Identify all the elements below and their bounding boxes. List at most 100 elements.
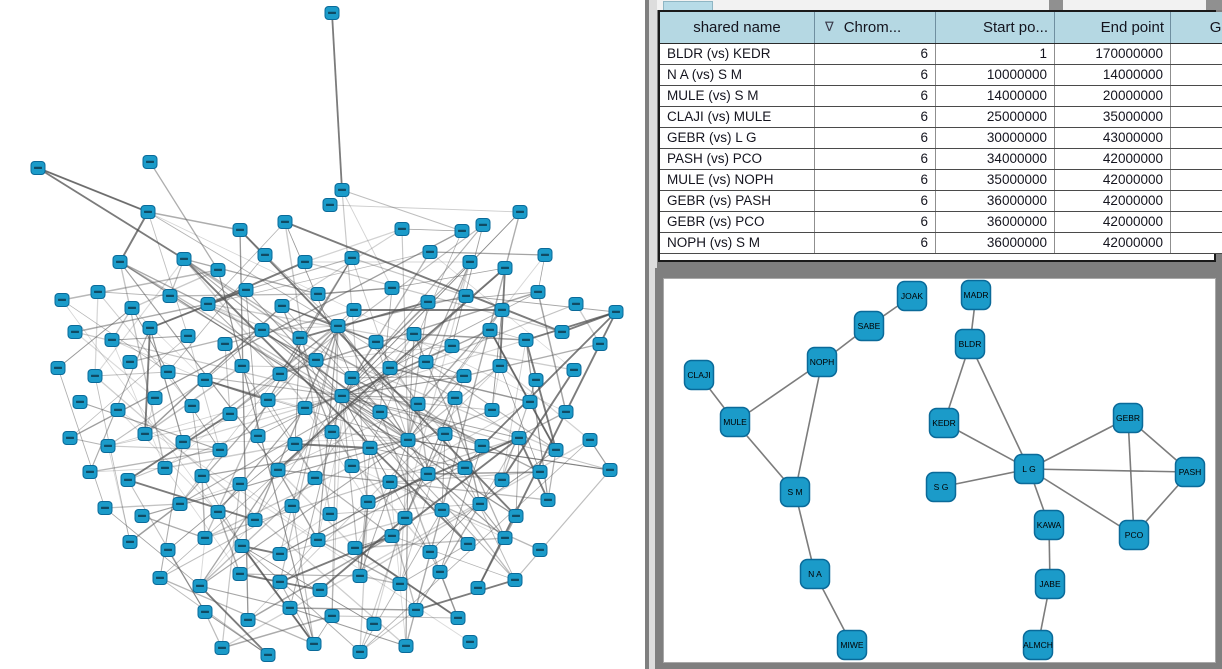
network-node[interactable] <box>540 493 556 507</box>
network-node[interactable] <box>398 639 414 653</box>
network-node[interactable] <box>568 297 584 311</box>
network-node[interactable] <box>462 255 478 269</box>
network-node-pash[interactable]: PASH <box>1174 456 1206 488</box>
network-node[interactable] <box>147 391 163 405</box>
network-edge-GEBR-PCO[interactable] <box>1127 417 1135 536</box>
network-node[interactable] <box>460 537 476 551</box>
network-node[interactable] <box>422 545 438 559</box>
network-node[interactable] <box>322 507 338 521</box>
network-node[interactable] <box>142 321 158 335</box>
column-header-end-point[interactable]: End point <box>1054 12 1171 44</box>
network-node[interactable] <box>434 503 450 517</box>
network-node[interactable] <box>582 433 598 447</box>
network-node[interactable] <box>260 393 276 407</box>
network-node[interactable] <box>457 461 473 475</box>
network-node[interactable] <box>30 161 46 175</box>
table-row[interactable]: CLAJI (vs) MULE625000000350000005.9 <box>660 106 1222 128</box>
network-node[interactable] <box>330 319 346 333</box>
network-node[interactable] <box>160 543 176 557</box>
network-node[interactable] <box>306 637 322 651</box>
network-node[interactable] <box>324 6 340 20</box>
network-node-lg[interactable]: L G <box>1013 453 1045 485</box>
network-node[interactable] <box>352 645 368 659</box>
network-node[interactable] <box>200 297 216 311</box>
network-edge-LG-PCO[interactable] <box>1028 468 1135 536</box>
network-node[interactable] <box>238 283 254 297</box>
network-node[interactable] <box>142 155 158 169</box>
network-node[interactable] <box>592 337 608 351</box>
network-node[interactable] <box>194 469 210 483</box>
network-node[interactable] <box>312 583 328 597</box>
network-node[interactable] <box>54 293 70 307</box>
network-node[interactable] <box>494 473 510 487</box>
network-node[interactable] <box>152 571 168 585</box>
network-node[interactable] <box>324 609 340 623</box>
network-node-na[interactable]: N A <box>799 558 831 590</box>
column-header-genetic---[interactable]: Genetic... <box>1170 12 1222 44</box>
network-node[interactable] <box>67 325 83 339</box>
network-node[interactable] <box>257 248 273 262</box>
network-node[interactable] <box>87 369 103 383</box>
network-node[interactable] <box>537 248 553 262</box>
network-node[interactable] <box>447 391 463 405</box>
network-node-joak[interactable]: JOAK <box>896 280 928 312</box>
network-node[interactable] <box>322 198 338 212</box>
network-node[interactable] <box>197 605 213 619</box>
network-node[interactable] <box>366 617 382 631</box>
table-row[interactable]: NOPH (vs) S M636000000420000009.9 <box>660 232 1222 254</box>
network-node[interactable] <box>482 323 498 337</box>
network-node-sg[interactable]: S G <box>925 471 957 503</box>
network-node[interactable] <box>394 222 410 236</box>
network-node[interactable] <box>400 433 416 447</box>
network-node[interactable] <box>212 443 228 457</box>
network-node[interactable] <box>602 463 618 477</box>
table-row[interactable]: GEBR (vs) L G6300000004300000016.9 <box>660 127 1222 149</box>
network-node[interactable] <box>397 511 413 525</box>
table-row[interactable]: GEBR (vs) PCO636000000420000008.4 <box>660 211 1222 233</box>
network-node-gebr[interactable]: GEBR <box>1112 402 1144 434</box>
network-node[interactable] <box>334 183 350 197</box>
network-node[interactable] <box>608 305 624 319</box>
network-node[interactable] <box>346 303 362 317</box>
network-node[interactable] <box>137 427 153 441</box>
network-node[interactable] <box>528 373 544 387</box>
table-row[interactable]: BLDR (vs) KEDR61170000000192.0 <box>660 43 1222 65</box>
network-node[interactable] <box>432 565 448 579</box>
network-node[interactable] <box>372 405 388 419</box>
network-node[interactable] <box>437 427 453 441</box>
network-node-miwe[interactable]: MIWE <box>836 629 868 661</box>
network-node[interactable] <box>97 501 113 515</box>
network-node[interactable] <box>232 477 248 491</box>
column-header-chrom---[interactable]: ∇ Chrom... <box>814 12 936 44</box>
network-node[interactable] <box>260 648 276 662</box>
network-node[interactable] <box>470 581 486 595</box>
network-node[interactable] <box>344 251 360 265</box>
network-node[interactable] <box>232 223 248 237</box>
network-node[interactable] <box>250 429 266 443</box>
network-node[interactable] <box>362 441 378 455</box>
table-row[interactable]: MULE (vs) S M614000000200000007.5 <box>660 85 1222 107</box>
network-node[interactable] <box>210 263 226 277</box>
network-node-madr[interactable]: MADR <box>960 279 992 311</box>
network-node[interactable] <box>172 497 188 511</box>
network-edge-BLDR-LG[interactable] <box>969 343 1030 470</box>
network-node[interactable] <box>462 635 478 649</box>
network-node[interactable] <box>90 285 106 299</box>
network-node-claji[interactable]: CLAJI <box>683 359 715 391</box>
network-node[interactable] <box>450 611 466 625</box>
network-node[interactable] <box>234 539 250 553</box>
table-row[interactable]: MULE (vs) NOPH6350000004200000010.5 <box>660 169 1222 191</box>
filter-icon[interactable]: ∇ <box>825 19 834 34</box>
network-node[interactable] <box>408 603 424 617</box>
network-node[interactable] <box>197 373 213 387</box>
network-node[interactable] <box>292 331 308 345</box>
network-node[interactable] <box>507 573 523 587</box>
network-node[interactable] <box>548 443 564 457</box>
network-node[interactable] <box>162 289 178 303</box>
subnetwork-canvas[interactable]: JOAK MADR SABE BLDR NOPH CLAJI MULE KEDR GEBR L G… <box>663 278 1216 663</box>
network-node[interactable] <box>134 509 150 523</box>
network-node[interactable] <box>420 467 436 481</box>
network-node[interactable] <box>310 287 326 301</box>
network-node[interactable] <box>566 363 582 377</box>
network-node[interactable] <box>532 543 548 557</box>
